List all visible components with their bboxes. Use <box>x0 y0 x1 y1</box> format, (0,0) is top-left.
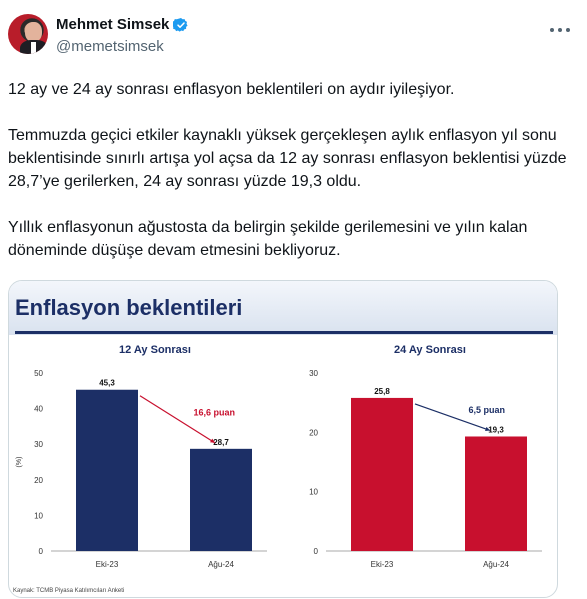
change-arrow-head <box>210 438 215 443</box>
change-arrow-head <box>485 426 490 432</box>
media-title: Enflasyon beklentileri <box>15 295 243 320</box>
change-annotation: 6,5 puan <box>469 405 506 415</box>
chart-source: Kaynak: TCMB Piyasa Katılımcıları Anketi <box>13 588 125 594</box>
chart-svg: 12 Ay Sonrası (%) 0 10 20 30 40 50 45,3 Eki-23 28,… <box>16 344 267 569</box>
author-handle[interactable]: @memetsimsek <box>56 38 164 55</box>
bar <box>465 436 527 551</box>
tweet-paragraph: Temmuzda geçici etkiler kaynaklı yüksek … <box>8 127 567 190</box>
avatar-shirt <box>31 42 36 54</box>
x-tick-label: Eki-23 <box>96 560 119 569</box>
chart-title: 24 Ay Sonrası <box>394 344 466 356</box>
tweet-text: 12 ay ve 24 ay sonrası enflasyon beklent… <box>8 78 578 285</box>
y-tick-label: 10 <box>34 511 43 520</box>
y-tick-label: 10 <box>309 488 318 497</box>
y-tick-label: 40 <box>34 405 43 414</box>
tweet-media-image[interactable]: Enflasyon beklentileri 12 Ay Sonrası (%) 0… <box>8 280 558 598</box>
bar-value-label: 28,7 <box>213 438 229 447</box>
author-display-name[interactable]: Mehmet Simsek <box>56 16 170 33</box>
tweet-paragraph: 12 ay ve 24 ay sonrası enflasyon beklent… <box>8 81 455 98</box>
y-tick-label: 20 <box>309 428 318 437</box>
bar-value-label: 19,3 <box>488 425 504 434</box>
change-annotation: 16,6 puan <box>194 407 236 417</box>
media-header: Enflasyon beklentileri <box>9 281 557 335</box>
bar <box>190 448 252 551</box>
change-arrow-line <box>139 395 216 444</box>
bar <box>76 389 138 551</box>
change-arrow-line <box>414 403 491 432</box>
y-tick-label: 0 <box>314 547 319 556</box>
bar <box>351 397 413 551</box>
author-avatar[interactable] <box>8 14 48 54</box>
media-title-rule <box>15 331 553 334</box>
author-name-row[interactable]: Mehmet Simsek <box>56 16 189 33</box>
chart-12-month: 12 Ay Sonrası (%) 0 10 20 30 40 50 45,3 Eki-23 28,… <box>9 339 284 589</box>
chart-svg: 24 Ay Sonrası 0 10 20 30 25,8 Eki-23 19,3 Ağu-24… <box>309 344 542 569</box>
chart-24-month: 24 Ay Sonrası 0 10 20 30 25,8 Eki-23 19,3 Ağu-24… <box>284 339 557 589</box>
y-tick-label: 20 <box>34 476 43 485</box>
x-tick-label: Ağu-24 <box>208 560 234 569</box>
bar-value-label: 25,8 <box>374 387 390 396</box>
x-tick-label: Ağu-24 <box>483 560 509 569</box>
y-tick-label: 50 <box>34 369 43 378</box>
y-tick-label: 30 <box>34 440 43 449</box>
y-axis-label: (%) <box>16 457 23 468</box>
bar-value-label: 45,3 <box>99 379 115 388</box>
more-options-icon[interactable] <box>550 20 570 40</box>
avatar-face <box>25 22 42 42</box>
tweet-paragraph: Yıllık enflasyonun ağustosta da belirgin… <box>8 219 528 259</box>
y-tick-label: 30 <box>309 369 318 378</box>
y-tick-label: 0 <box>39 547 44 556</box>
verified-badge-icon <box>173 17 188 32</box>
x-tick-label: Eki-23 <box>371 560 394 569</box>
chart-title: 12 Ay Sonrası <box>119 344 191 356</box>
